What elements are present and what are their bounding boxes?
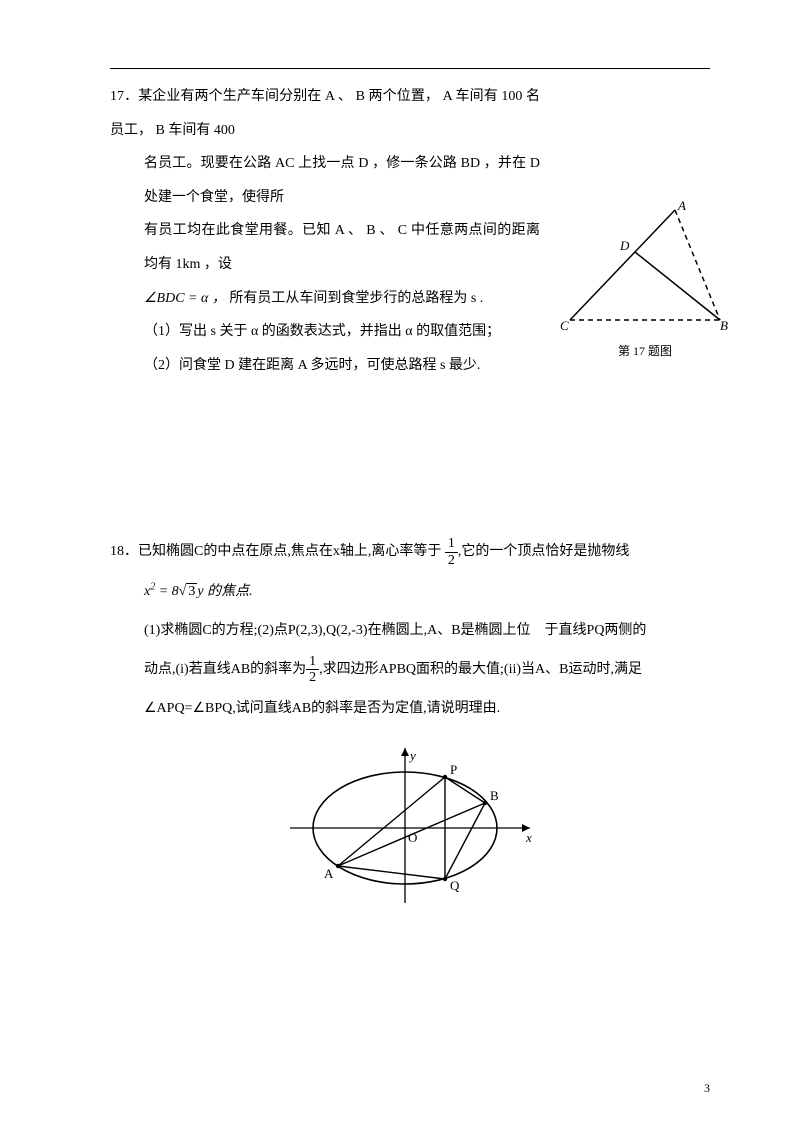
q18-number: 18． (110, 544, 138, 559)
q18-line4a: 动点,(i)若直线AB的斜率为 (144, 662, 306, 677)
q17-line3: 有员工均在此食堂用餐。已知 A 、 B 、 C 中任意两点间的距离均有 1km … (110, 214, 540, 281)
ellipse-diagram: y x O P Q A B (280, 738, 540, 908)
q17-line2: 名员工。现要在公路 AC 上找一点 D ，修一条公路 BD ，并在 D 处建一个… (110, 147, 540, 214)
page-number: 3 (704, 1081, 710, 1096)
q17-line4b: 所有员工从车间到食堂步行的总路程为 s . (229, 291, 483, 306)
problem-18-body: 18．已知椭圆C的中点在原点,焦点在x轴上,离心率等于 12,它的一个顶点恰好是… (110, 532, 710, 728)
label-x: x (525, 830, 532, 845)
q17-number: 17． (110, 89, 138, 104)
label-C: C (560, 318, 569, 333)
label-B18: B (490, 788, 499, 803)
q18-line1b: ,它的一个顶点恰好是抛物线 (458, 544, 630, 559)
q18-line1a: 已知椭圆C的中点在原点,焦点在x轴上,离心率等于 (138, 544, 441, 559)
q17-line1: 某企业有两个生产车间分别在 A 、 B 两个位置， A 车间有 100 名员工，… (110, 89, 540, 138)
q17-eq: ∠BDC = α ， (144, 291, 226, 306)
label-D: D (619, 238, 630, 253)
problem-18: 18．已知椭圆C的中点在原点,焦点在x轴上,离心率等于 12,它的一个顶点恰好是… (110, 532, 710, 908)
top-rule (110, 68, 710, 69)
q18-line3: (1)求椭圆C的方程;(2)点P(2,3),Q(2,-3)在椭圆上,A、B是椭圆… (110, 611, 710, 650)
label-y: y (408, 748, 416, 763)
figure-18: y x O P Q A B (280, 738, 540, 908)
label-A: A (677, 200, 686, 213)
fraction-half-1: 12 (445, 536, 458, 568)
q18-line4b: ,求四边形APBQ面积的最大值;(ii)当A、B运动时,满足 (319, 662, 642, 677)
q17-q1: （1）写出 s 关于 α 的函数表达式，并指出 α 的取值范围； (110, 315, 540, 349)
label-O: O (408, 830, 417, 845)
sqrt-icon: √3 (179, 572, 198, 611)
figure-17: A D C B 第 17 题图 (560, 200, 730, 350)
spacer (110, 432, 710, 532)
label-P: P (450, 762, 457, 777)
fraction-half-2: 12 (306, 654, 319, 686)
label-B: B (720, 318, 728, 333)
q17-q2: （2）问食堂 D 建在距离 A 多远时，可使总路程 s 最少. (110, 349, 540, 383)
q18-equation: x2 = 8√3y 的焦点. (110, 572, 710, 611)
figure-17-caption: 第 17 题图 (560, 342, 730, 359)
label-A18: A (324, 866, 334, 881)
problem-17: 17．某企业有两个生产车间分别在 A 、 B 两个位置， A 车间有 100 名… (110, 80, 710, 382)
q18-line5: ∠APQ=∠BPQ,试问直线AB的斜率是否为定值,请说明理由. (110, 689, 710, 728)
triangle-diagram: A D C B (560, 200, 730, 335)
label-Q: Q (450, 878, 460, 893)
